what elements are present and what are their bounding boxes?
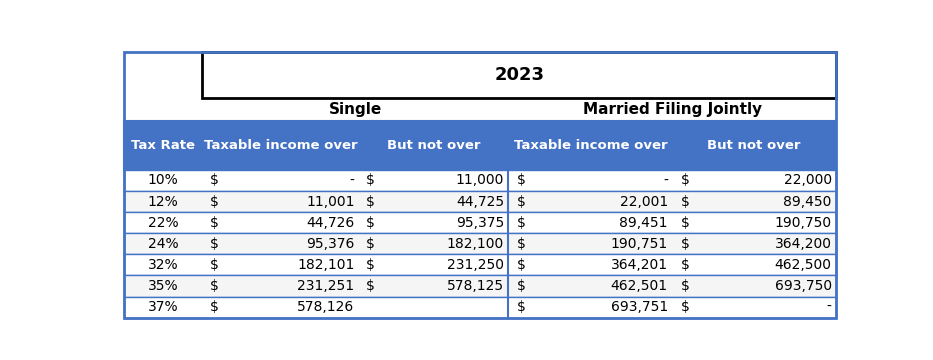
Text: 2023: 2023 [494, 66, 544, 84]
Bar [124, 275, 836, 297]
Text: 190,750: 190,750 [774, 216, 831, 230]
Text: $: $ [517, 216, 525, 230]
Text: $: $ [680, 237, 689, 251]
Text: 578,125: 578,125 [447, 279, 504, 293]
Text: But not over: But not over [387, 139, 480, 152]
Text: 24%: 24% [147, 237, 178, 251]
Text: 231,250: 231,250 [447, 258, 504, 272]
Bar [124, 254, 836, 275]
Text: $: $ [210, 300, 219, 314]
Text: 462,500: 462,500 [774, 258, 831, 272]
Text: $: $ [517, 195, 525, 208]
Text: 182,100: 182,100 [447, 237, 504, 251]
Text: 693,750: 693,750 [774, 279, 831, 293]
Bar [124, 121, 836, 170]
Bar [124, 275, 836, 297]
Text: 22%: 22% [147, 216, 178, 230]
Text: $: $ [367, 279, 375, 293]
Text: $: $ [517, 279, 525, 293]
Text: $: $ [680, 279, 689, 293]
Bar [124, 170, 836, 191]
Text: 35%: 35% [147, 279, 178, 293]
Text: 89,450: 89,450 [784, 195, 831, 208]
Text: $: $ [367, 258, 375, 272]
Text: $: $ [680, 195, 689, 208]
Bar [124, 233, 836, 254]
Text: 44,725: 44,725 [456, 195, 504, 208]
Text: Tax Rate: Tax Rate [131, 139, 195, 152]
Text: 11,000: 11,000 [455, 174, 504, 188]
Text: $: $ [680, 300, 689, 314]
Text: 693,751: 693,751 [611, 300, 668, 314]
Text: 12%: 12% [147, 195, 178, 208]
Text: 22,000: 22,000 [784, 174, 831, 188]
Text: 37%: 37% [147, 300, 178, 314]
Text: $: $ [210, 216, 219, 230]
Text: Married Filing Jointly: Married Filing Jointly [583, 102, 762, 117]
Text: 190,751: 190,751 [611, 237, 668, 251]
Bar [124, 212, 836, 233]
Text: $: $ [517, 258, 525, 272]
Text: But not over: But not over [707, 139, 801, 152]
Text: $: $ [210, 195, 219, 208]
Text: 10%: 10% [147, 174, 178, 188]
Text: $: $ [210, 174, 219, 188]
Text: 11,001: 11,001 [306, 195, 355, 208]
Text: $: $ [680, 258, 689, 272]
Text: $: $ [210, 258, 219, 272]
Bar [124, 254, 836, 275]
Text: 95,376: 95,376 [306, 237, 355, 251]
Text: 364,201: 364,201 [611, 258, 668, 272]
Text: $: $ [367, 174, 375, 188]
Bar [124, 212, 836, 233]
Text: $: $ [367, 216, 375, 230]
Text: $: $ [680, 174, 689, 188]
Text: 89,451: 89,451 [620, 216, 668, 230]
Text: 231,251: 231,251 [298, 279, 355, 293]
Text: $: $ [517, 174, 525, 188]
Text: 462,501: 462,501 [611, 279, 668, 293]
Text: Taxable income over: Taxable income over [513, 139, 667, 152]
Text: -: - [663, 174, 668, 188]
Bar [124, 121, 836, 170]
Text: -: - [827, 300, 831, 314]
Text: 22,001: 22,001 [620, 195, 668, 208]
Text: 44,726: 44,726 [306, 216, 355, 230]
Text: 32%: 32% [147, 258, 178, 272]
Bar [124, 170, 836, 191]
Text: 95,375: 95,375 [456, 216, 504, 230]
Text: -: - [350, 174, 355, 188]
Text: Taxable income over: Taxable income over [203, 139, 357, 152]
Bar [202, 51, 836, 98]
Text: $: $ [517, 237, 525, 251]
Text: $: $ [367, 195, 375, 208]
Bar [124, 297, 836, 318]
Text: $: $ [367, 237, 375, 251]
Text: $: $ [680, 216, 689, 230]
Text: $: $ [210, 279, 219, 293]
Text: $: $ [517, 300, 525, 314]
Text: 364,200: 364,200 [774, 237, 831, 251]
Bar [124, 233, 836, 254]
Bar [124, 191, 836, 212]
Text: Single: Single [328, 102, 382, 117]
Text: $: $ [210, 237, 219, 251]
Text: 182,101: 182,101 [298, 258, 355, 272]
Bar [124, 191, 836, 212]
Text: 578,126: 578,126 [298, 300, 355, 314]
Bar [124, 297, 836, 318]
